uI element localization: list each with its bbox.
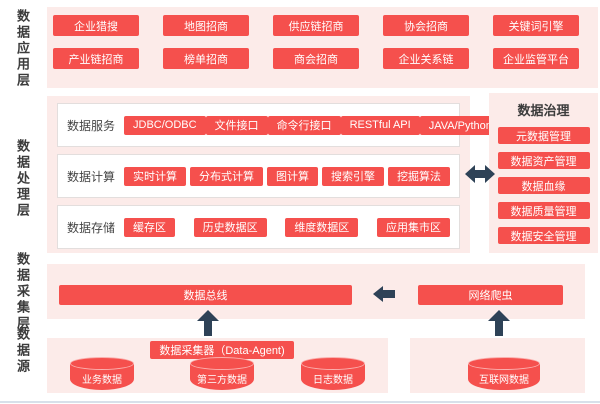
app-item: 供应链招商 xyxy=(273,15,359,36)
database-label: 业务数据 xyxy=(82,375,122,386)
data-storage-row: 数据存储 缓存区 历史数据区 维度数据区 应用集市区 xyxy=(57,205,460,249)
layer-label-source: 数据源 xyxy=(15,327,30,375)
service-items: JDBC/ODBC 文件接口 命令行接口 RESTful API JAVA/Py… xyxy=(124,115,523,135)
app-item: 企业关系链 xyxy=(383,48,469,69)
cylinder-top xyxy=(70,357,134,370)
layer-label-processing: 数据处理层 xyxy=(15,139,30,219)
row-label-service: 数据服务 xyxy=(67,118,116,133)
database-label: 第三方数据 xyxy=(197,375,247,386)
data-service-row: 数据服务 JDBC/ODBC 文件接口 命令行接口 RESTful API JA… xyxy=(57,103,523,147)
service-item: JDBC/ODBC xyxy=(124,115,206,135)
source-layer-panel: 数据采集器（Data-Agent) 业务数据 第三方数据 日志数据 xyxy=(47,338,388,393)
crawler-bar: 网络爬虫 xyxy=(418,285,563,305)
database-cylinder-internet: 互联网数据 xyxy=(468,357,540,391)
service-item: RESTful API xyxy=(340,115,420,135)
application-layer-panel: 企业猎搜 地图招商 供应链招商 协会招商 关键词引擎 产业链招商 榜单招商 商会… xyxy=(47,7,598,88)
app-item: 协会招商 xyxy=(383,15,469,36)
service-item: 文件接口 xyxy=(205,115,268,135)
compute-item: 搜索引擎 xyxy=(322,166,384,186)
cylinder-top xyxy=(468,357,540,370)
left-arrow-icon xyxy=(373,286,395,302)
internet-source-panel: 互联网数据 xyxy=(410,338,585,393)
compute-item: 挖掘算法 xyxy=(388,166,450,186)
governance-item: 元数据管理 xyxy=(497,127,590,144)
app-item: 企业监管平台 xyxy=(493,48,579,69)
cylinder-top xyxy=(190,357,254,370)
governance-panel: 数据治理 元数据管理 数据资产管理 数据血缘 数据质量管理 数据安全管理 xyxy=(489,93,598,253)
data-agent-banner: 数据采集器（Data-Agent) xyxy=(150,341,294,359)
app-item: 地图招商 xyxy=(163,15,249,36)
bottom-divider xyxy=(0,401,600,403)
service-item: 命令行接口 xyxy=(267,115,341,135)
database-cylinder-business: 业务数据 xyxy=(70,357,134,391)
processing-layer-panel: 数据服务 JDBC/ODBC 文件接口 命令行接口 RESTful API JA… xyxy=(47,96,523,253)
up-arrow-icon xyxy=(488,310,510,336)
governance-item: 数据资产管理 xyxy=(497,152,590,169)
database-cylinder-thirdparty: 第三方数据 xyxy=(190,357,254,391)
database-label: 日志数据 xyxy=(313,375,353,386)
data-compute-row: 数据计算 实时计算 分布式计算 图计算 搜索引擎 挖掘算法 xyxy=(57,154,460,198)
app-item: 榜单招商 xyxy=(163,48,249,69)
app-item: 企业猎搜 xyxy=(53,15,139,36)
layer-label-application: 数据应用层 xyxy=(15,9,30,89)
compute-items: 实时计算 分布式计算 图计算 搜索引擎 挖掘算法 xyxy=(124,166,450,186)
governance-title: 数据治理 xyxy=(517,103,570,118)
app-item: 关键词引擎 xyxy=(493,15,579,36)
app-item: 商会招商 xyxy=(273,48,359,69)
governance-item: 数据安全管理 xyxy=(497,227,590,244)
compute-item: 分布式计算 xyxy=(190,166,263,186)
bidirectional-arrow-icon xyxy=(465,165,495,183)
up-arrow-icon xyxy=(197,310,219,336)
governance-item: 数据血缘 xyxy=(497,177,590,194)
storage-item: 缓存区 xyxy=(124,217,175,237)
row-label-storage: 数据存储 xyxy=(67,220,116,235)
database-cylinder-log: 日志数据 xyxy=(301,357,365,391)
storage-item: 维度数据区 xyxy=(285,217,359,237)
app-item: 产业链招商 xyxy=(53,48,139,69)
row-label-compute: 数据计算 xyxy=(67,169,116,184)
storage-item: 应用集市区 xyxy=(376,217,450,237)
storage-items: 缓存区 历史数据区 维度数据区 应用集市区 xyxy=(124,217,450,237)
collection-layer-panel: 数据总线 网络爬虫 xyxy=(47,264,585,319)
database-label: 互联网数据 xyxy=(479,375,529,386)
compute-item: 实时计算 xyxy=(124,166,186,186)
compute-item: 图计算 xyxy=(267,166,318,186)
cylinder-top xyxy=(301,357,365,370)
governance-item: 数据质量管理 xyxy=(497,202,590,219)
layer-label-collection: 数据采集层 xyxy=(15,252,30,332)
data-bus-bar: 数据总线 xyxy=(59,285,352,305)
storage-item: 历史数据区 xyxy=(193,217,267,237)
